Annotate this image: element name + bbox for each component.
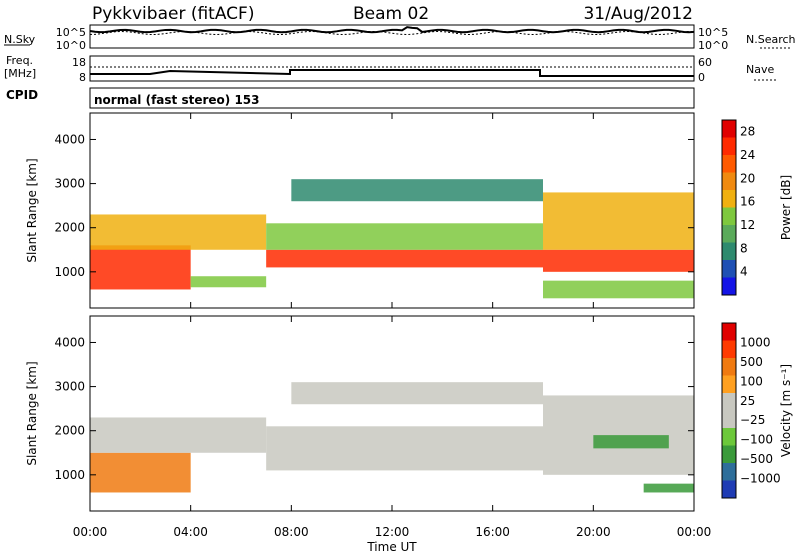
- xtick-label-2: 08:00: [274, 525, 309, 539]
- nsky-label: N.Sky: [4, 33, 36, 46]
- velocity-colorbar-tick-4: −25: [740, 413, 765, 427]
- velocity-colorbar-seg-5: [722, 410, 736, 429]
- nsearch-tick-top: 10^5: [698, 26, 728, 39]
- nsky-tick-bottom: 10^0: [56, 39, 86, 52]
- nsky-tick-top: 10^5: [56, 26, 86, 39]
- velocity-band-6: [643, 483, 694, 493]
- power-colorbar-tick-2: 12: [740, 218, 755, 232]
- velocity-colorbar-seg-6: [722, 428, 736, 446]
- velocity-colorbar-seg-3: [722, 375, 736, 394]
- power-colorbar-seg-0: [722, 120, 736, 138]
- power-colorbar-frame: [721, 119, 737, 296]
- freq-unit-label: [MHz]: [4, 67, 36, 80]
- velocity-ytick-label-3: 4000: [54, 335, 85, 349]
- velocity-colorbar-seg-4: [722, 393, 736, 411]
- power-colorbar-tick-4: 20: [740, 171, 755, 185]
- xtick-label-0: 00:00: [73, 525, 108, 539]
- power-colorbar-seg-4: [722, 190, 736, 208]
- power-band-1: [90, 214, 267, 250]
- xtick-label-5: 20:00: [576, 525, 611, 539]
- velocity-colorbar-label: Velocity [m s⁻¹]: [779, 364, 793, 457]
- power-colorbar-seg-9: [722, 277, 736, 296]
- velocity-ylabel: Slant Range [km]: [25, 361, 39, 465]
- freq-trace: [90, 69, 694, 77]
- xlabel: Time UT: [366, 540, 417, 554]
- power-band-8: [543, 280, 694, 299]
- nave-label: Nave: [746, 63, 774, 76]
- freq-tick-bottom: 8: [79, 71, 86, 84]
- radar-title: Pykkvibaer (fitACF): [92, 4, 254, 24]
- velocity-colorbar-seg-8: [722, 463, 736, 481]
- power-band-2: [190, 276, 267, 288]
- power-band-6: [543, 249, 694, 272]
- power-colorbar-seg-7: [722, 242, 736, 261]
- power-ylabel: Slant Range [km]: [25, 158, 39, 262]
- nsearch-label: N.Search: [746, 33, 796, 46]
- freq-panel: [89, 55, 695, 82]
- velocity-band-3: [291, 382, 543, 405]
- power-colorbar-seg-5: [722, 207, 736, 226]
- velocity-colorbar-seg-9: [722, 480, 736, 499]
- xtick-label-6: 00:00: [677, 525, 712, 539]
- cpid-panel: [89, 87, 695, 109]
- xtick-label-4: 16:00: [475, 525, 510, 539]
- velocity-colorbar-tick-3: 25: [740, 394, 755, 408]
- velocity-colorbar-seg-1: [722, 340, 736, 359]
- velocity-colorbar-tick-2: 100: [740, 374, 763, 388]
- nsky-panel: [89, 24, 695, 49]
- range-time-panels: 1000 2000 3000 4000 Slant Range [km] 4 8 12 16 20…: [25, 112, 793, 554]
- velocity-colorbar-frame: [721, 322, 737, 499]
- velocity-ytick-label-2: 3000: [54, 380, 85, 394]
- nave-tick-top: 60: [698, 56, 712, 69]
- xtick-label-1: 04:00: [173, 525, 208, 539]
- velocity-colorbar-tick-0: 1000: [740, 335, 771, 349]
- nave-tick-bottom: 0: [698, 71, 705, 84]
- velocity-ytick-label-1: 2000: [54, 424, 85, 438]
- velocity-colorbar-seg-2: [722, 358, 736, 376]
- velocity-colorbar-tick-5: −100: [740, 433, 773, 447]
- power-colorbar-label: Power [dB]: [779, 175, 793, 240]
- power-colorbar-tick-1: 8: [740, 241, 748, 255]
- freq-label: Freq.: [6, 54, 33, 67]
- power-colorbar-seg-2: [722, 155, 736, 173]
- date-title: 31/Aug/2012: [583, 4, 693, 24]
- velocity-band-0: [90, 452, 191, 493]
- velocity-band-2: [266, 426, 543, 471]
- velocity-band-1: [90, 417, 267, 453]
- nsky-trace: [89, 26, 695, 34]
- power-ytick-label-3: 4000: [54, 132, 85, 146]
- power-band-3: [266, 249, 543, 268]
- cpid-text: normal (fast stereo) 153: [94, 93, 260, 107]
- power-colorbar-seg-8: [722, 260, 736, 278]
- nsearch-trace: [89, 30, 695, 36]
- power-ytick-label-1: 2000: [54, 221, 85, 235]
- power-colorbar-tick-3: 16: [740, 195, 755, 209]
- velocity-colorbar-seg-0: [722, 323, 736, 341]
- power-colorbar-seg-3: [722, 172, 736, 191]
- beam-title: Beam 02: [353, 4, 429, 24]
- power-band-7: [543, 192, 694, 250]
- power-band-4: [266, 223, 543, 250]
- power-band-0: [90, 245, 191, 290]
- cpid-label: CPID: [6, 88, 38, 102]
- velocity-band-5: [593, 435, 669, 449]
- power-band-5: [291, 179, 543, 202]
- xtick-label-3: 12:00: [375, 525, 410, 539]
- velocity-colorbar-tick-1: 500: [740, 355, 763, 369]
- freq-tick-top: 18: [72, 56, 86, 69]
- power-colorbar-tick-6: 28: [740, 125, 755, 139]
- power-colorbar-seg-6: [722, 225, 736, 243]
- power-colorbar-seg-1: [722, 137, 736, 156]
- nsearch-tick-bottom: 10^0: [698, 39, 728, 52]
- velocity-colorbar-seg-7: [722, 445, 736, 464]
- power-ytick-label-0: 1000: [54, 265, 85, 279]
- power-colorbar-tick-5: 24: [740, 148, 755, 162]
- power-ytick-label-2: 3000: [54, 177, 85, 191]
- velocity-ytick-label-0: 1000: [54, 468, 85, 482]
- velocity-colorbar-tick-7: −1000: [740, 472, 781, 486]
- power-colorbar-tick-0: 4: [740, 265, 748, 279]
- velocity-colorbar-tick-6: −500: [740, 452, 773, 466]
